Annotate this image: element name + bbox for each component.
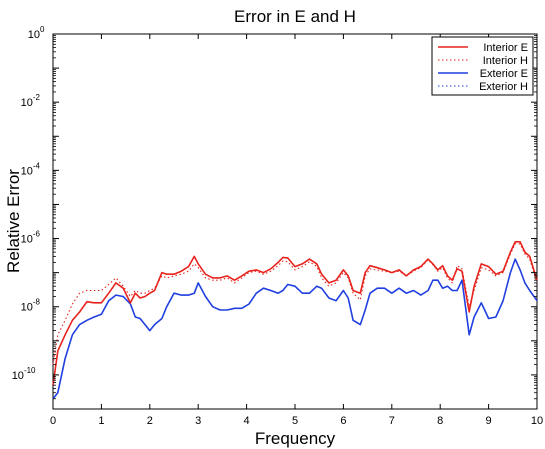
x-tick-label: 5	[292, 415, 298, 427]
x-tick-label: 6	[340, 415, 346, 427]
x-tick-label: 10	[531, 415, 543, 427]
y-tick-label: 10-8	[21, 298, 41, 314]
x-tick-label: 7	[389, 415, 395, 427]
y-tick-label: 100	[28, 25, 45, 41]
x-tick-label: 1	[98, 415, 104, 427]
y-tick-label: 10-6	[21, 230, 41, 246]
legend-label: Interior E	[483, 42, 528, 54]
x-tick-label: 4	[244, 415, 250, 427]
chart-title: Error in E and H	[234, 7, 356, 26]
plot-area	[52, 33, 538, 410]
legend-label: Exterior H	[479, 81, 528, 93]
x-tick-label: 2	[147, 415, 153, 427]
series-line-interior-e	[52, 241, 538, 386]
y-axis-label: Relative Error	[4, 169, 23, 273]
x-tick-label: 8	[437, 415, 443, 427]
series-line-exterior-e	[52, 258, 538, 400]
legend-label: Exterior E	[480, 68, 528, 80]
x-axis-label: Frequency	[255, 429, 336, 448]
ticks-layer: 0 1 2 3 4 5 6 7 8 9 10 100 10-2 10-4 10-6 10-8 10-10	[12, 25, 543, 427]
x-tick-label: 3	[195, 415, 201, 427]
legend-label: Interior H	[483, 55, 528, 67]
y-tick-label: 10-4	[21, 161, 41, 177]
series-layer	[52, 241, 538, 400]
series-line-interior-h	[52, 243, 538, 365]
x-tick-label: 9	[486, 415, 492, 427]
x-tick-label: 0	[50, 415, 56, 427]
y-tick-label: 10-10	[12, 366, 36, 382]
y-tick-label: 10-2	[21, 93, 41, 109]
